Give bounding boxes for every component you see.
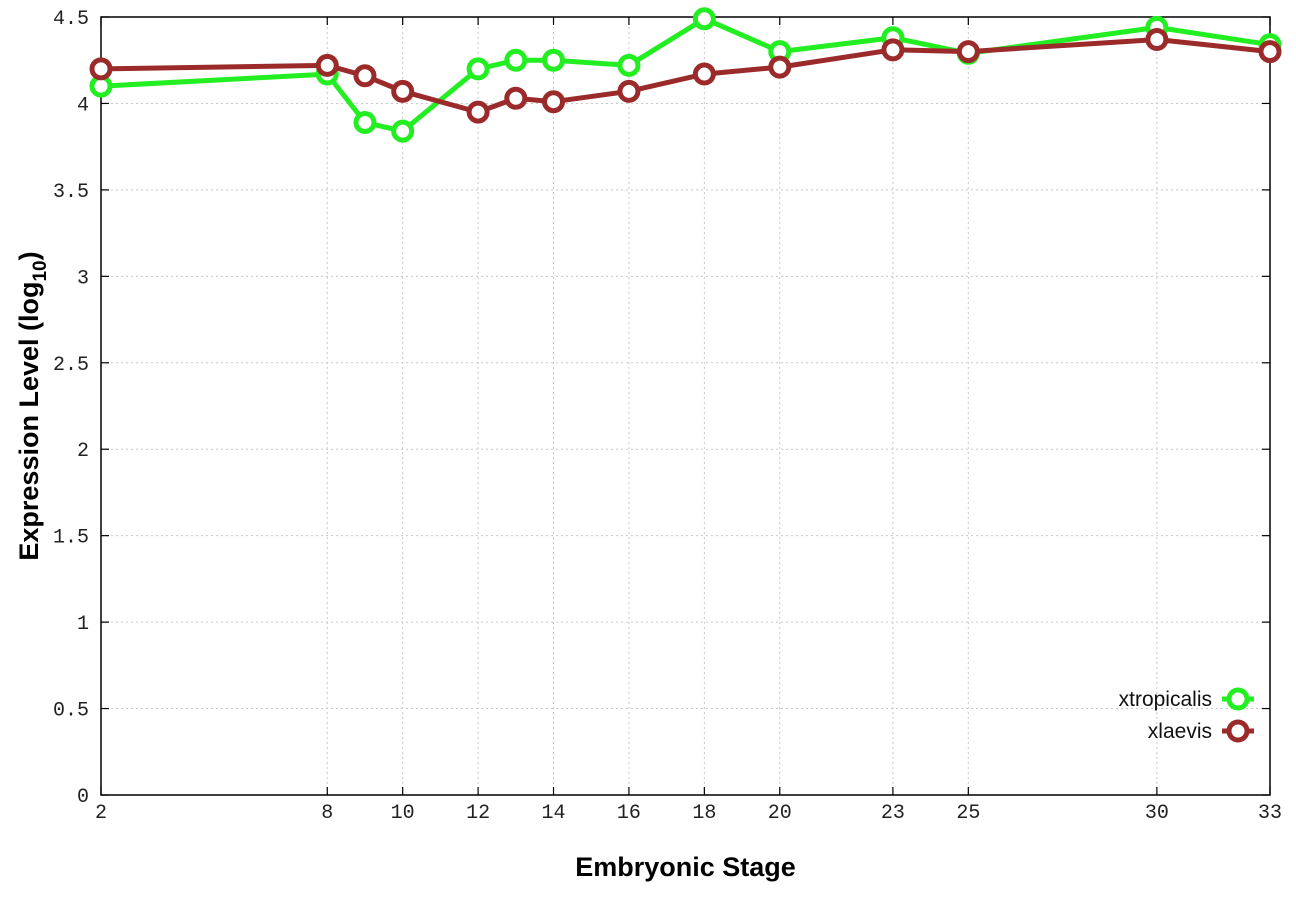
data-point-xlaevis: [881, 38, 905, 62]
x-tick-label: 10: [391, 802, 415, 825]
legend-label: xtropicalis: [1119, 688, 1212, 711]
x-tick-label: 16: [617, 802, 641, 825]
series-line-xtropicalis: [100, 16, 1271, 134]
data-point-xtropicalis: [692, 7, 716, 31]
data-point-xtropicalis: [617, 53, 641, 77]
data-point-xlaevis: [315, 53, 339, 77]
data-point-xlaevis: [391, 79, 415, 103]
grid: [101, 17, 1270, 795]
data-point-xlaevis: [466, 100, 490, 124]
series-xtropicalis: [89, 7, 1282, 143]
data-point-xlaevis: [956, 40, 980, 64]
y-axis-title-main: Expression Level (log: [14, 282, 44, 561]
legend-swatch-marker: [1226, 687, 1250, 711]
data-point-xlaevis: [542, 90, 566, 114]
data-point-xtropicalis: [353, 110, 377, 134]
x-tick-label: 8: [321, 802, 333, 825]
x-tick-label: 12: [466, 802, 490, 825]
x-tick-label: 30: [1145, 802, 1169, 825]
data-point-xlaevis: [504, 86, 528, 110]
y-tick-label: 1: [77, 613, 89, 636]
series: [89, 7, 1282, 143]
data-point-xlaevis: [692, 62, 716, 86]
y-tick-label: 2: [77, 440, 89, 463]
legend-entry-xtropicalis: xtropicalis: [1119, 687, 1254, 711]
y-tick-label: 0.5: [53, 700, 89, 723]
data-point-xlaevis: [1258, 40, 1282, 64]
series-xlaevis: [89, 27, 1282, 124]
y-axis-title-subscript: 10: [30, 260, 51, 281]
data-point-xlaevis: [617, 79, 641, 103]
x-tick-label: 23: [881, 802, 905, 825]
data-point-xlaevis: [353, 64, 377, 88]
x-axis-title: Embryonic Stage: [575, 852, 796, 882]
x-tick-label: 20: [768, 802, 792, 825]
y-tick-label: 4: [77, 94, 89, 117]
data-point-xtropicalis: [466, 57, 490, 81]
x-tick-label: 25: [956, 802, 980, 825]
x-tick-label: 18: [692, 802, 716, 825]
plot-frame: [100, 16, 1271, 796]
axis-ticks: 2 8 10 12 14 16 18 20 23 25 30 33 0 0.5 1 1.5 2 2.5 3 3.5 4 4…: [53, 8, 1282, 825]
data-point-xtropicalis: [391, 119, 415, 143]
data-point-xlaevis: [1145, 27, 1169, 51]
legend: xtropicalis xlaevis: [1119, 687, 1254, 743]
x-tick-label: 2: [95, 802, 107, 825]
legend-swatch-marker: [1226, 719, 1250, 743]
legend-label: xlaevis: [1148, 720, 1212, 743]
x-tick-label: 14: [542, 802, 566, 825]
data-point-xlaevis: [89, 57, 113, 81]
y-axis-title-close: ): [14, 251, 44, 260]
y-tick-label: 3.5: [53, 181, 89, 204]
y-tick-label: 4.5: [53, 8, 89, 31]
y-tick-label: 0: [77, 786, 89, 809]
y-tick-label: 1.5: [53, 527, 89, 550]
data-point-xtropicalis: [504, 48, 528, 72]
legend-entry-xlaevis: xlaevis: [1148, 719, 1254, 743]
x-tick-label: 33: [1258, 802, 1282, 825]
y-axis-title: Expression Level (log10): [14, 251, 51, 560]
y-tick-label: 2.5: [53, 354, 89, 377]
y-tick-label: 3: [77, 267, 89, 290]
data-point-xtropicalis: [542, 48, 566, 72]
data-point-xlaevis: [768, 55, 792, 79]
